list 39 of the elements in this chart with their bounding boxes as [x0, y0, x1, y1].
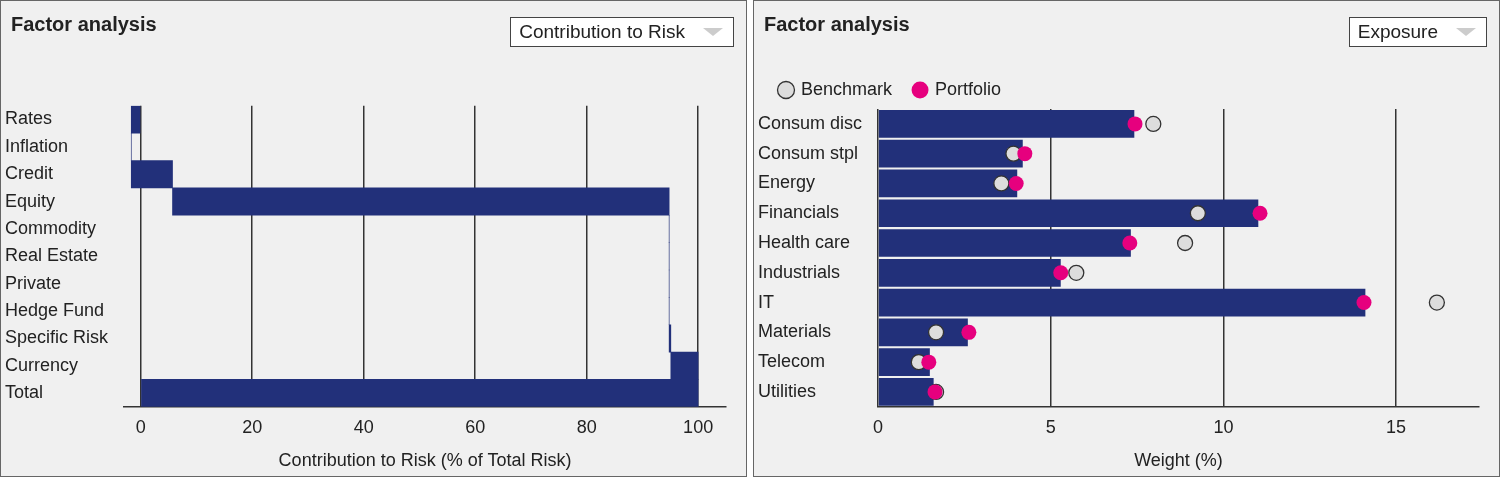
legend-label: Portfolio [935, 78, 1002, 99]
chart-title: Factor analysis [11, 13, 157, 36]
y-tick-label: Hedge Fund [5, 300, 105, 320]
y-tick-label: Credit [5, 163, 54, 184]
chart-title: Factor analysis [764, 13, 910, 36]
y-tick-label: Commodity [5, 217, 97, 238]
y-tick-label: Materials [758, 321, 832, 342]
y-tick-label: Financials [758, 202, 840, 223]
x-tick-label: 15 [1386, 416, 1407, 437]
x-tick-label: 80 [576, 416, 597, 437]
y-tick-label: Utilities [758, 380, 817, 401]
text: Exposure [1357, 21, 1438, 42]
y-tick-label: Energy [758, 172, 816, 193]
x-tick-label: 40 [353, 416, 374, 437]
y-tick-label: IT [758, 291, 774, 312]
y-tick-label: Industrials [758, 261, 841, 282]
x-axis-title: Weight (%) [1134, 450, 1223, 471]
x-tick-label: 60 [465, 416, 486, 437]
x-tick-label: 0 [873, 416, 884, 437]
x-tick-label: 5 [1045, 416, 1056, 437]
y-tick-label: Real Estate [5, 245, 99, 266]
y-tick-label: Currency [5, 354, 79, 375]
y-tick-label: Specific Risk [5, 327, 110, 348]
x-tick-label: 20 [242, 416, 263, 437]
legend-label: Benchmark [801, 78, 894, 99]
y-tick-label: Rates [5, 108, 53, 129]
y-tick-label: Health care [758, 231, 851, 252]
x-tick-label: 0 [135, 416, 146, 437]
text: Contribution to Risk [519, 21, 685, 42]
x-tick-label: 10 [1213, 416, 1234, 437]
x-axis-title: Contribution to Risk (% of Total Risk) [278, 450, 572, 471]
y-tick-label: Telecom [758, 351, 826, 372]
x-tick-label: 100 [683, 416, 714, 437]
y-tick-label: Total [5, 382, 44, 403]
y-tick-label: Inflation [5, 135, 69, 156]
y-tick-label: Consum stpl [758, 142, 859, 163]
y-tick-label: Private [5, 272, 62, 293]
y-tick-label: Consum disc [758, 112, 863, 133]
y-tick-label: Equity [5, 190, 56, 211]
